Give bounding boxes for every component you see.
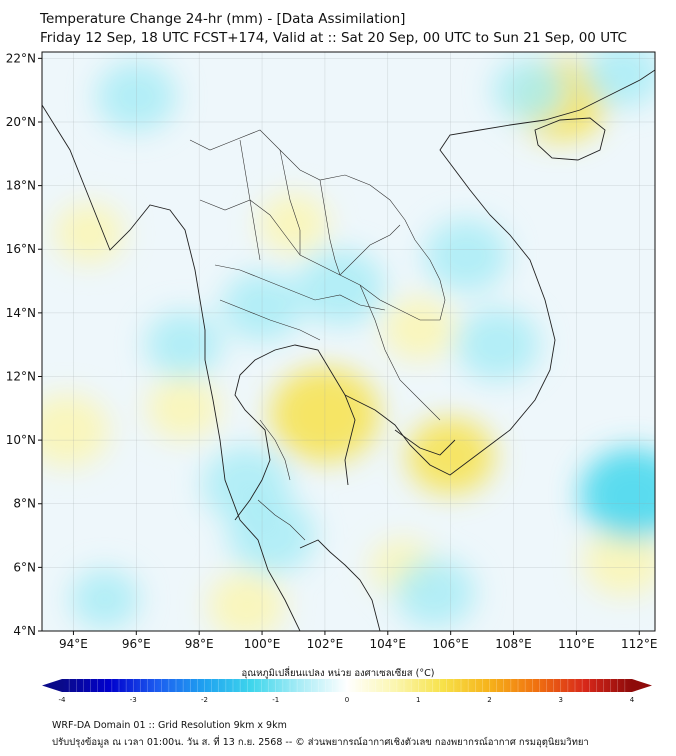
colorbar-dividers [68,679,626,692]
anomaly-patch [296,249,385,326]
lat-tick-label: 14°N [6,306,36,320]
lon-tick-label: 102°E [307,637,344,651]
map-frame [41,51,656,632]
lat-tick-label: 8°N [13,497,36,511]
chart-title: Temperature Change 24-hr (mm) - [Data As… [40,11,406,27]
lon-tick-label: 106°E [432,637,469,651]
anomaly-patch [145,311,222,378]
anomaly-patch [258,193,328,254]
lon-tick-label: 110°E [558,637,595,651]
coastlines [42,69,655,631]
footer-update-info: ปรับปรุงข้อมูล ณ เวลา 01:00น. วัน ส. ที่… [52,737,589,748]
anomaly-patch [147,376,220,440]
anomaly-patch [583,526,655,596]
lon-tick-label: 104°E [370,637,407,651]
anomaly-patch [70,569,140,630]
colorbar-tick-label: 0 [345,696,349,704]
anomaly-patch [42,394,109,467]
colorbar: -4 -3 -2 -1 0 1 2 3 4 [42,679,652,704]
anomaly-patch [492,58,566,122]
lon-tick-labels: 94°E 96°E 98°E 100°E 102°E 104°E 106°E 108°E 110… [59,631,658,651]
lon-tick-label: 112°E [621,637,658,651]
anomaly-patch [208,572,285,631]
lat-tick-label: 22°N [6,51,36,65]
anomaly-patch [424,219,509,293]
anomaly-patch [585,52,655,108]
lat-tick-label: 20°N [6,115,36,129]
admin-borders [189,129,446,541]
lon-tick-label: 96°E [122,637,151,651]
lat-tick-label: 16°N [6,242,36,256]
chart-subtitle: Friday 12 Sep, 18 UTC FCST+174, Valid at… [40,30,627,46]
anomaly-patch [580,448,655,541]
colorbar-min-arrow [42,679,62,692]
lon-tick-label: 100°E [244,637,281,651]
lat-tick-label: 10°N [6,433,36,447]
lat-tick-labels: 22°N 20°N 18°N 16°N 14°N 12°N 10°N 8°N 6°N 4°N [6,51,42,638]
anomaly-patch [394,558,475,628]
colorbar-title: อุณหภูมิเปลี่ยนแปลง หน่วย องศาเซลเซียส (… [241,668,435,679]
colorbar-tick-label: 3 [559,696,563,704]
map-background [42,52,655,631]
map-grid [42,52,655,631]
anomaly-patch [455,308,540,382]
lat-tick-label: 4°N [13,624,36,638]
colorbar-max-arrow [632,679,652,692]
colorbar-tick-label: -2 [201,696,208,704]
lat-tick-label: 6°N [13,560,36,574]
colorbar-tick-label: 1 [416,696,420,704]
colorbar-tick-label: 2 [487,696,491,704]
lat-tick-label: 18°N [6,179,36,193]
colorbar-tick-label: -4 [59,696,67,704]
lat-tick-label: 12°N [6,369,36,383]
colorbar-tick-labels: -4 -3 -2 -1 0 1 2 3 4 [59,696,635,704]
footer-domain-info: WRF-DA Domain 01 :: Grid Resolution 9km … [52,720,287,731]
map-area [42,52,655,631]
colorbar-tick-label: -1 [272,696,279,704]
lon-tick-label: 108°E [495,637,532,651]
lon-tick-label: 98°E [185,637,214,651]
anomaly-patch [54,203,124,264]
lon-tick-label: 94°E [59,637,88,651]
colorbar-tick-label: -3 [130,696,137,704]
colorbar-tick-label: 4 [630,696,635,704]
anomaly-patch [227,497,316,574]
